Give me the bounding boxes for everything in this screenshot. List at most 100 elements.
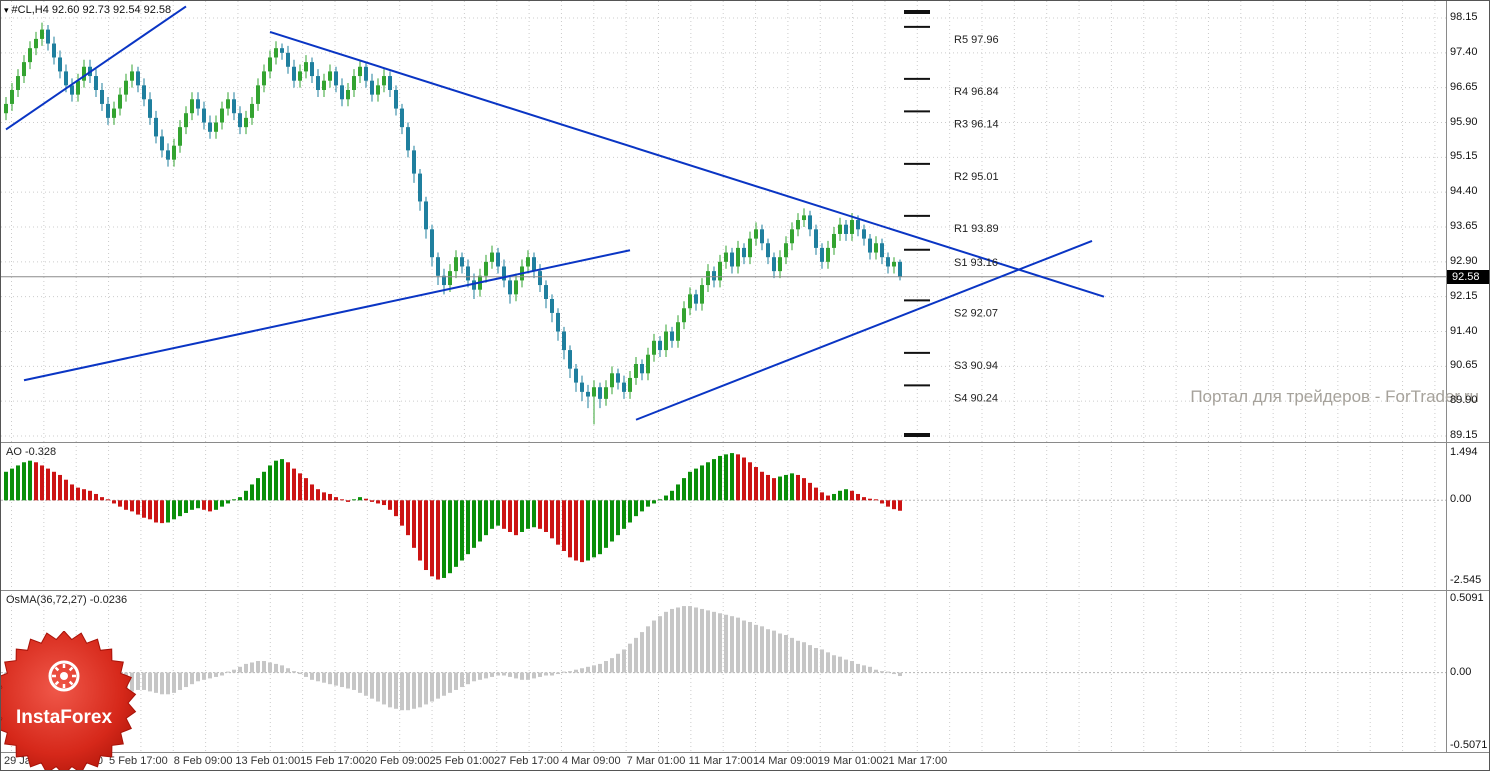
candle-body bbox=[76, 80, 80, 95]
ao-bar bbox=[208, 500, 212, 512]
osma-bar bbox=[400, 672, 404, 711]
ao-bar bbox=[784, 474, 788, 501]
candle-body bbox=[280, 48, 284, 53]
osma-bar bbox=[370, 672, 374, 699]
ao-bar bbox=[508, 500, 512, 532]
candle-body bbox=[778, 257, 782, 272]
candle-body bbox=[448, 271, 452, 286]
ao-bar bbox=[898, 500, 902, 511]
ao-bar bbox=[796, 474, 800, 501]
candle-body bbox=[154, 117, 158, 137]
osma-bar bbox=[790, 637, 794, 673]
candle-body bbox=[646, 354, 650, 374]
main-price-chart[interactable]: R5 97.96 R4 96.84 R3 96.14 R2 95.01 R1 93.89… bbox=[1, 1, 1446, 442]
candle-body bbox=[832, 233, 836, 248]
osma-bar bbox=[898, 672, 902, 677]
candle-body bbox=[250, 103, 254, 118]
candle-body bbox=[70, 85, 74, 95]
candle-body bbox=[310, 62, 314, 77]
ao-bar bbox=[460, 500, 464, 561]
osma-bar bbox=[526, 672, 530, 680]
ao-bar bbox=[790, 473, 794, 501]
ao-bar bbox=[640, 500, 644, 512]
price-axis-label: 92.90 bbox=[1450, 254, 1478, 267]
candle-body bbox=[262, 71, 266, 86]
ao-bar bbox=[16, 465, 20, 501]
ao-bar bbox=[190, 500, 194, 510]
candle-body bbox=[52, 43, 56, 58]
candle-body bbox=[556, 312, 560, 332]
osma-bar bbox=[628, 643, 632, 673]
current-price-badge: 92.58 bbox=[1447, 269, 1489, 284]
osma-bar bbox=[478, 672, 482, 680]
ao-bar bbox=[610, 500, 614, 542]
panel-separator-osma[interactable] bbox=[1, 590, 1489, 591]
ao-bar bbox=[184, 500, 188, 513]
ao-bar bbox=[376, 500, 380, 504]
ao-bar bbox=[262, 471, 266, 501]
panel-separator-ao[interactable] bbox=[1, 442, 1489, 443]
candle-body bbox=[898, 261, 902, 277]
price-axis-label: 91.40 bbox=[1450, 324, 1478, 337]
ao-indicator-panel[interactable] bbox=[1, 442, 1446, 590]
ao-bar bbox=[310, 484, 314, 501]
ao-bar bbox=[316, 489, 320, 501]
osma-bar bbox=[310, 672, 314, 680]
candle-body bbox=[562, 331, 566, 351]
candle-body bbox=[118, 94, 122, 109]
chart-marker-icon[interactable]: ▾ bbox=[4, 5, 9, 15]
candle-body bbox=[268, 57, 272, 72]
osma-bar bbox=[424, 672, 428, 705]
osma-bar bbox=[562, 671, 566, 673]
ao-bar bbox=[724, 454, 728, 501]
ao-axis-label: -2.545 bbox=[1450, 573, 1482, 586]
price-axis-label: 89.15 bbox=[1450, 429, 1478, 441]
osma-bar bbox=[430, 672, 434, 702]
osma-bar bbox=[574, 669, 578, 673]
osma-bar bbox=[892, 672, 896, 675]
instaforex-logo[interactable]: InstaForex bbox=[0, 631, 149, 771]
ao-bar bbox=[58, 474, 62, 501]
osma-bar bbox=[208, 672, 212, 679]
osma-bar bbox=[550, 672, 554, 676]
candle-body bbox=[718, 261, 722, 281]
ao-bar bbox=[742, 457, 746, 501]
time-axis-label: 21 Mar 17:00 bbox=[882, 755, 948, 767]
osma-indicator-panel[interactable] bbox=[1, 590, 1446, 752]
osma-bar bbox=[412, 672, 416, 709]
osma-bar bbox=[688, 606, 692, 673]
osma-bar bbox=[352, 672, 356, 690]
price-axis-label: 94.40 bbox=[1450, 185, 1478, 198]
osma-bar bbox=[460, 672, 464, 688]
osma-bar bbox=[646, 626, 650, 673]
osma-bar bbox=[850, 661, 854, 673]
osma-axis-label: 0.5091 bbox=[1450, 591, 1484, 604]
candle-body bbox=[136, 71, 140, 86]
osma-bar bbox=[268, 662, 272, 673]
osma-bar bbox=[496, 672, 500, 676]
ao-bar bbox=[676, 484, 680, 501]
candle-body bbox=[442, 275, 446, 286]
osma-bar bbox=[202, 672, 206, 680]
logo-gear-icon bbox=[48, 660, 80, 692]
ao-bar bbox=[652, 500, 656, 504]
candle-body bbox=[100, 89, 104, 104]
osma-axis-label: 0.00 bbox=[1450, 665, 1472, 678]
ao-bar bbox=[400, 500, 404, 526]
candle-body bbox=[634, 364, 638, 378]
osma-bar bbox=[322, 672, 326, 683]
osma-bar bbox=[868, 666, 872, 673]
logo-starburst bbox=[1, 631, 137, 770]
candle-body bbox=[652, 340, 656, 355]
candle-body bbox=[892, 261, 896, 267]
candle-body bbox=[286, 52, 290, 67]
price-axis-label: 93.65 bbox=[1450, 220, 1478, 232]
ao-bar bbox=[406, 500, 410, 536]
trendline bbox=[23, 249, 631, 382]
candle-body bbox=[94, 76, 98, 90]
candle-body bbox=[178, 127, 182, 146]
osma-bar bbox=[532, 672, 536, 679]
osma-bar bbox=[718, 613, 722, 673]
osma-bar bbox=[796, 640, 800, 673]
ao-bar bbox=[514, 500, 518, 536]
